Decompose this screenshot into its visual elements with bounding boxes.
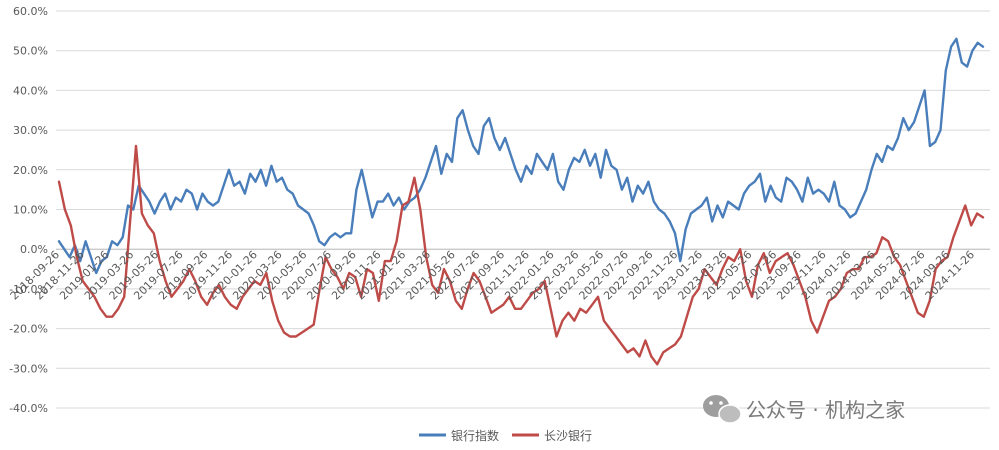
- y-tick-label: -20.0%: [9, 323, 48, 336]
- series-line-2: [57, 144, 985, 366]
- watermark-text: 公众号 · 机构之家: [746, 398, 905, 422]
- series-lines: [57, 37, 985, 366]
- series-line-1: [57, 37, 985, 275]
- y-tick-label: 0.0%: [20, 243, 48, 256]
- legend-label: 银行指数: [451, 428, 499, 443]
- watermark: 公众号 · 机构之家: [703, 395, 905, 424]
- y-tick-label: 20.0%: [13, 164, 48, 177]
- y-tick-label: -30.0%: [9, 362, 48, 375]
- gridlines: [56, 10, 990, 409]
- y-tick-label: 40.0%: [13, 84, 48, 97]
- y-tick-label: 60.0%: [13, 5, 48, 18]
- y-tick-label: 10.0%: [13, 204, 48, 217]
- legend: 银行指数 长沙银行: [419, 428, 592, 443]
- y-tick-label: -10.0%: [9, 283, 48, 296]
- legend-label: 长沙银行: [544, 429, 592, 443]
- wechat-icon: [703, 395, 742, 424]
- y-tick-label: 30.0%: [13, 124, 48, 137]
- y-tick-label: 50.0%: [13, 45, 48, 58]
- x-axis-ticks: 2018-09-262018-11-262019-01-262019-03-26…: [8, 248, 977, 302]
- y-tick-label: -40.0%: [9, 402, 48, 415]
- y-axis-ticks: 60.0% 50.0% 40.0% 30.0% 20.0% 10.0% 0.0% -10.0%…: [9, 5, 48, 415]
